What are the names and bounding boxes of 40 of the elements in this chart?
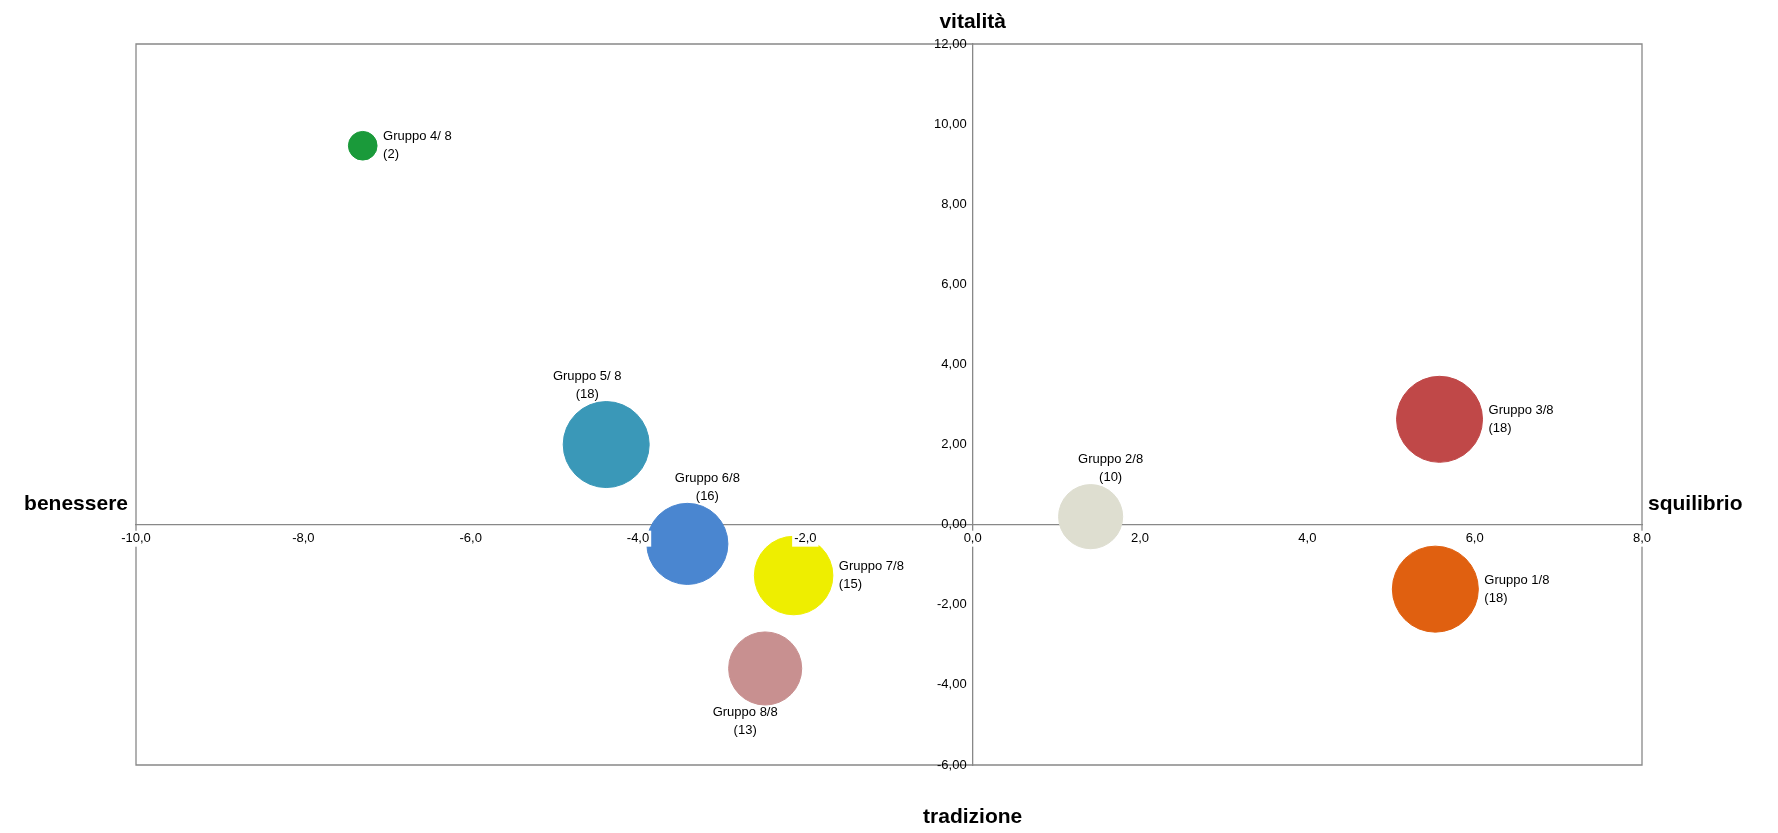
y-tick-label: 2,00 [941,436,967,452]
series-label: Gruppo 8/8 [712,703,778,719]
x-tick-label: -10,0 [121,530,151,546]
data-label: (18) [575,386,599,402]
data-label: (18) [1484,589,1508,605]
data-label: (18) [1488,419,1512,435]
x-tick-label: 8,0 [1632,530,1652,546]
series-label: Gruppo 1/8 [1484,571,1550,587]
text: benessere [24,491,128,515]
y-tick-label: 12,00 [934,35,967,51]
data-label: (2) [383,146,399,162]
y-tick-label: 6,00 [941,275,967,291]
x-tick-label: 4,0 [1298,530,1317,546]
x-tick-label: -4,0 [626,530,650,546]
series-label: Gruppo 5/ 8 [552,368,622,384]
data-label: (10) [1099,469,1123,485]
y-tick-label: 0,00 [941,516,967,532]
x-tick-label: 0,0 [963,530,982,546]
text: tradizione [923,803,1023,827]
data-label: (16) [695,487,719,503]
y-tick-label: -2,00 [937,596,967,612]
y-tick-label: 8,00 [941,195,967,211]
y-tick-label: -6,00 [937,756,967,772]
series-label: Gruppo 6/8 [674,469,740,485]
x-tick-label: -6,0 [459,530,482,546]
y-tick-label: -4,00 [937,676,967,692]
series-label: Gruppo 2/8 [1078,451,1144,467]
x-tick-label: 2,0 [1130,530,1150,546]
x-tick-label: -2,0 [794,530,817,546]
series-label: Gruppo 7/8 [838,558,904,574]
x-tick-label: 6,0 [1465,530,1484,546]
text: squilibrio [1648,491,1743,515]
y-tick-label: 4,00 [941,356,967,372]
y-tick-label: 10,00 [934,115,967,131]
series-label: Gruppo 4/ 8 [383,128,452,144]
series-label: Gruppo 3/8 [1488,401,1554,417]
data-label: (13) [733,721,757,737]
data-label: (15) [838,576,862,592]
x-tick-label: -8,0 [292,530,315,546]
text: vitalità [939,8,1007,32]
